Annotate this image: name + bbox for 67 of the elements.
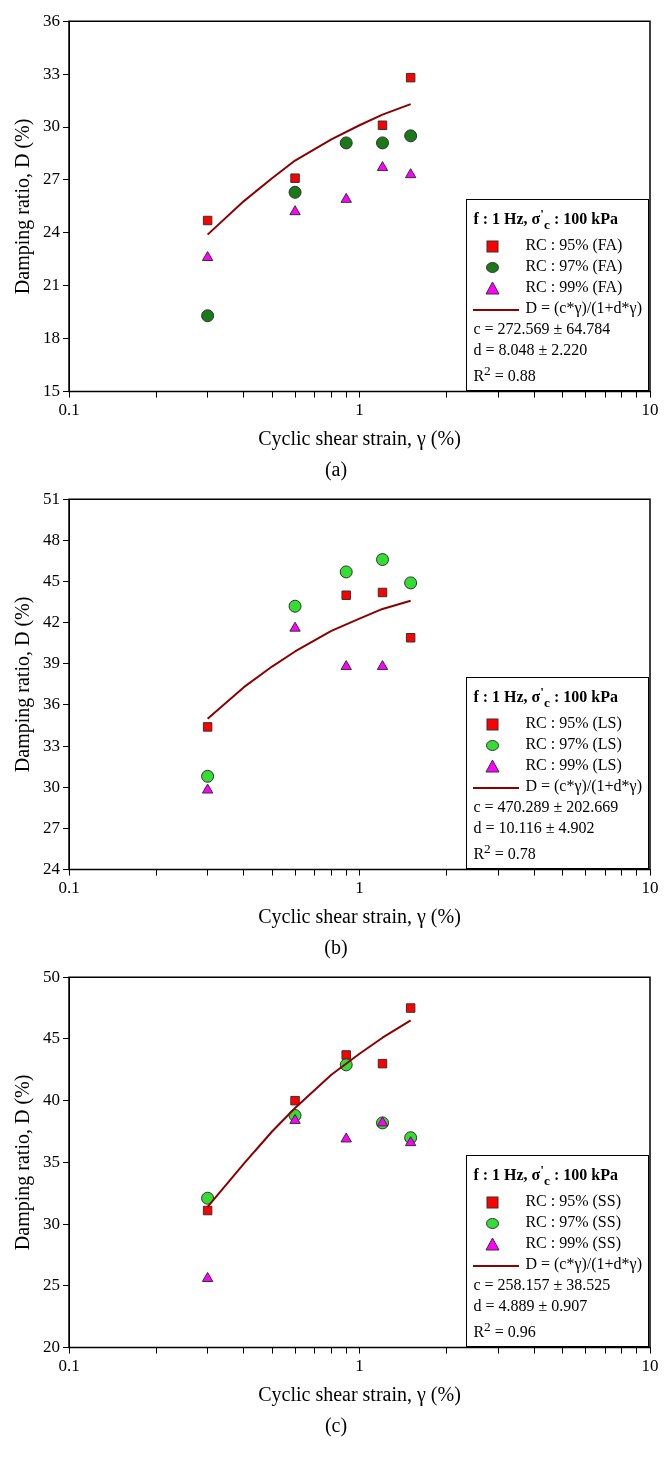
y-tick-label: 50	[43, 966, 60, 986]
legend-label: RC : 95% (SS)	[525, 1192, 621, 1210]
y-tick-label: 42	[43, 612, 60, 632]
y-tick-label: 30	[43, 116, 60, 136]
y-tick-label: 36	[43, 10, 60, 30]
legend-title: f : 1 Hz, σ$^{'}$$_{c}$ : 100 kPa	[473, 1160, 619, 1190]
legend-label: RC : 99% (LS)	[525, 756, 622, 774]
y-axis-title: Damping ratio, D (%)	[11, 118, 35, 295]
annotation: c = 258.157 ± 38.525	[473, 1275, 612, 1296]
x-tick-label: 10	[641, 400, 659, 420]
annotation: c = 272.569 ± 64.784	[473, 319, 612, 340]
y-tick-label: 35	[43, 1151, 60, 1171]
y-tick-label: 21	[43, 275, 60, 295]
legend-label: D = (c*γ)/(1+d*γ)	[525, 299, 642, 317]
y-tick-label: 25	[43, 1275, 60, 1295]
legend-title: f : 1 Hz, σ$^{'}$$_{c}$ : 100 kPa	[473, 204, 619, 234]
annotation: R$^{2}$ = 0.96	[473, 1318, 537, 1343]
y-tick-label: 51	[43, 488, 60, 508]
x-axis-title: Cyclic shear strain, γ (%)	[258, 905, 461, 929]
y-tick-label: 27	[43, 817, 61, 837]
y-tick-label: 45	[43, 570, 60, 590]
y-tick-label: 39	[43, 653, 60, 673]
y-tick-label: 20	[43, 1337, 60, 1357]
legend-title: f : 1 Hz, σ$^{'}$$_{c}$ : 100 kPa	[473, 682, 619, 712]
legend-label: RC : 97% (FA)	[525, 257, 623, 275]
x-tick-label: 10	[641, 1356, 659, 1376]
legend-label: RC : 95% (LS)	[525, 714, 622, 732]
text: (c)	[323, 1413, 349, 1438]
y-axis-title: Damping ratio, D (%)	[11, 1074, 35, 1251]
legend-label: RC : 95% (FA)	[525, 236, 623, 254]
x-tick-label: 1	[355, 1356, 364, 1376]
annotation: d = 4.889 ± 0.907	[473, 1296, 589, 1317]
y-tick-label: 30	[43, 1213, 60, 1233]
y-axis-title: Damping ratio, D (%)	[11, 596, 35, 773]
x-tick-label: 10	[641, 878, 659, 898]
legend-label: RC : 97% (LS)	[525, 735, 622, 753]
y-tick-label: 45	[43, 1028, 60, 1048]
legend-label: D = (c*γ)/(1+d*γ)	[525, 777, 642, 795]
y-tick-label: 36	[43, 694, 60, 714]
x-axis-title: Cyclic shear strain, γ (%)	[258, 1383, 461, 1407]
y-tick-label: 24	[43, 859, 61, 879]
y-tick-label: 15	[43, 381, 60, 401]
annotation: c = 470.289 ± 202.669	[473, 797, 620, 818]
y-tick-label: 24	[43, 222, 61, 242]
annotation: R$^{2}$ = 0.78	[473, 840, 537, 865]
x-axis-title: Cyclic shear strain, γ (%)	[258, 427, 461, 451]
x-tick-label: 1	[355, 400, 364, 420]
y-tick-label: 30	[43, 776, 60, 796]
y-tick-label: 48	[43, 529, 60, 549]
legend-label: D = (c*γ)/(1+d*γ)	[525, 1255, 642, 1273]
x-tick-label: 0.1	[58, 400, 80, 420]
annotation: d = 8.048 ± 2.220	[473, 340, 589, 361]
x-tick-label: 0.1	[58, 1356, 80, 1376]
y-tick-label: 33	[43, 735, 60, 755]
legend-label: RC : 99% (FA)	[525, 278, 623, 296]
text: (a)	[323, 457, 349, 482]
x-tick-label: 1	[355, 878, 364, 898]
x-tick-label: 0.1	[58, 878, 80, 898]
annotation: d = 10.116 ± 4.902	[473, 818, 596, 839]
y-tick-label: 27	[43, 169, 61, 189]
y-tick-label: 33	[43, 63, 60, 83]
y-tick-label: 40	[43, 1090, 60, 1110]
legend-label: RC : 99% (SS)	[525, 1234, 621, 1252]
legend-label: RC : 97% (SS)	[525, 1213, 621, 1231]
annotation: R$^{2}$ = 0.88	[473, 362, 537, 387]
text: (b)	[323, 935, 349, 960]
y-tick-label: 18	[43, 328, 60, 348]
